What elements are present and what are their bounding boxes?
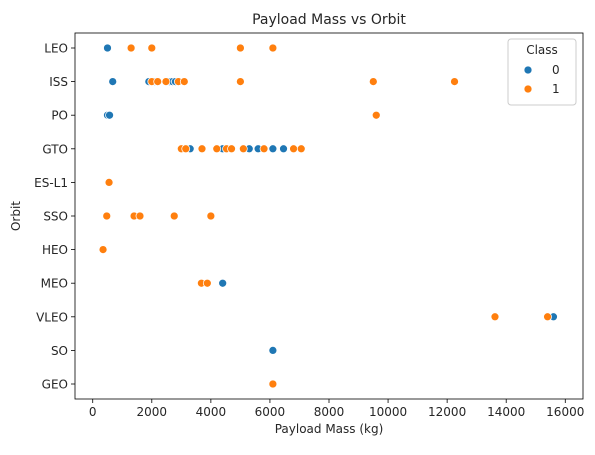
- data-point-class-1: [135, 211, 145, 221]
- data-point-class-1: [202, 278, 212, 288]
- y-tick-label: ISS: [49, 75, 68, 89]
- y-tick-label: LEO: [44, 42, 68, 56]
- legend-marker: [523, 84, 533, 94]
- data-point-class-0: [268, 144, 278, 154]
- data-point-class-0: [268, 346, 278, 355]
- data-point-class-0: [108, 77, 118, 86]
- y-tick-label: HEO: [42, 243, 68, 257]
- x-tick-label: 2000: [137, 405, 168, 419]
- data-point-class-0: [218, 278, 228, 288]
- y-tick-label: PO: [51, 109, 68, 123]
- plot-frame: [74, 32, 584, 400]
- data-point-class-1: [147, 43, 157, 53]
- chart-title: Payload Mass vs Orbit: [252, 12, 406, 28]
- data-point-class-1: [104, 178, 114, 187]
- data-point-class-1: [289, 144, 298, 154]
- x-tick-label: 10000: [369, 405, 407, 419]
- x-axis: 0 2000 4000 6000 8000 10000 12000 14000 16000: [89, 399, 584, 419]
- data-point-class-1: [296, 144, 306, 154]
- x-axis-label: Payload Mass (kg): [275, 422, 384, 436]
- data-point-class-1: [179, 77, 189, 86]
- y-tick-label: ES-L1: [34, 176, 68, 190]
- legend-title: Class: [526, 43, 558, 57]
- x-tick-label: 0: [89, 405, 97, 419]
- y-tick-label: GEO: [42, 378, 68, 392]
- data-point-class-0: [279, 144, 288, 154]
- data-point-class-1: [490, 312, 500, 322]
- legend: Class 01: [507, 38, 577, 106]
- data-point-class-1: [197, 144, 207, 154]
- x-tick-label: 14000: [487, 405, 525, 419]
- data-point-class-1: [543, 312, 552, 322]
- y-tick-label: SSO: [43, 210, 68, 224]
- data-point-class-1: [371, 110, 381, 120]
- data-point-class-1: [161, 77, 171, 86]
- legend-label: 1: [552, 82, 560, 96]
- data-point-class-1: [102, 211, 112, 221]
- data-point-class-1: [236, 43, 245, 53]
- data-point-class-1: [98, 245, 108, 254]
- data-point-class-1: [268, 379, 278, 389]
- legend-items: 01: [523, 63, 560, 96]
- data-point-class-1: [227, 144, 236, 154]
- y-tick-label: GTO: [42, 142, 68, 156]
- data-point-class-1: [169, 211, 179, 221]
- data-point-class-1: [450, 77, 459, 86]
- x-tick-label: 6000: [255, 405, 286, 419]
- data-point-class-0: [105, 110, 114, 120]
- x-tick-label: 12000: [428, 405, 466, 419]
- data-point-class-1: [206, 211, 216, 221]
- legend-marker: [523, 65, 533, 75]
- x-tick-label: 8000: [314, 405, 345, 419]
- x-tick-label: 16000: [546, 405, 584, 419]
- y-axis: LEO ISS PO GTO ES-L1 SSO HEO MEO VLEO SO GEO: [34, 42, 75, 392]
- data-point-class-1: [259, 144, 269, 154]
- y-tick-label: SO: [51, 344, 68, 358]
- data-point-class-1: [212, 144, 222, 154]
- y-tick-label: MEO: [41, 277, 68, 291]
- data-point-class-1: [368, 77, 378, 86]
- data-point-class-1: [236, 77, 245, 86]
- y-axis-label: Orbit: [9, 201, 23, 231]
- data-point-class-1: [238, 144, 248, 154]
- x-tick-label: 4000: [196, 405, 227, 419]
- data-point-class-1: [181, 144, 191, 154]
- y-tick-label: VLEO: [36, 310, 68, 324]
- data-points: [98, 43, 558, 389]
- data-point-class-1: [153, 77, 163, 86]
- data-point-class-1: [126, 43, 136, 53]
- data-point-class-0: [103, 43, 112, 53]
- data-point-class-1: [268, 43, 278, 53]
- legend-label: 0: [552, 63, 560, 77]
